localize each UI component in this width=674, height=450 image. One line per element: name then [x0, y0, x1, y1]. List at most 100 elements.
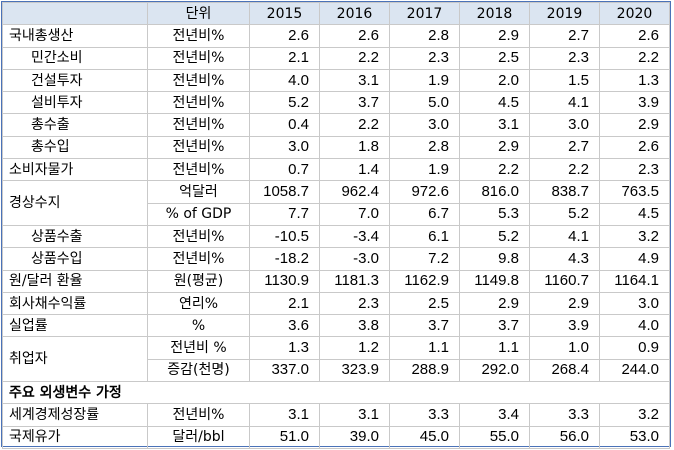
value-cell: 2.2 [459, 158, 530, 182]
table-row: 세계경제성장률 전년비% 3.1 3.1 3.3 3.4 3.3 3.2 [2, 403, 670, 427]
value-cell: 3.1 [249, 403, 320, 427]
year-header: 2015 [249, 1, 320, 26]
row-unit: % [147, 314, 250, 338]
value-cell: 763.5 [599, 180, 670, 204]
value-cell: 3.1 [319, 403, 390, 427]
value-cell: 4.3 [529, 247, 600, 271]
value-cell: 4.1 [529, 224, 600, 249]
value-cell: 2.2 [319, 113, 390, 137]
row-unit: 전년비% [147, 24, 250, 48]
value-cell: 7.0 [319, 202, 390, 226]
table-row: 소비자물가 전년비% 0.7 1.4 1.9 2.2 2.2 2.3 [2, 158, 670, 182]
value-cell: 3.9 [599, 91, 670, 115]
value-cell: 5.2 [529, 202, 600, 226]
value-cell: 3.0 [249, 135, 320, 160]
value-cell: 3.0 [599, 291, 670, 316]
table-row: 국제유가 달러/bbl 51.0 39.0 45.0 55.0 56.0 53.0 [2, 425, 670, 449]
value-cell: 3.2 [599, 224, 670, 249]
value-cell: 9.8 [459, 247, 530, 271]
value-cell: 288.9 [389, 358, 460, 383]
table-row: 원/달러 환율 원(평균) 1130.9 1181.3 1162.9 1149.8 1160… [2, 269, 670, 293]
value-cell: 2.7 [529, 135, 600, 160]
row-unit: 달러/bbl [147, 425, 250, 449]
value-cell: 2.2 [599, 46, 670, 70]
value-cell: 3.3 [389, 403, 460, 427]
row-unit: 전년비 % [147, 336, 250, 360]
value-cell: 3.2 [599, 403, 670, 427]
value-cell: 3.7 [459, 314, 530, 338]
year-header: 2016 [319, 1, 390, 26]
value-cell: 1058.7 [249, 180, 320, 204]
value-cell: 39.0 [319, 425, 390, 449]
value-cell: 4.0 [599, 314, 670, 338]
row-label: 취업자 [2, 336, 148, 383]
value-cell: 53.0 [599, 425, 670, 449]
table-row: 건설투자 전년비% 4.0 3.1 1.9 2.0 1.5 1.3 [2, 68, 670, 93]
value-cell: 2.9 [459, 24, 530, 48]
row-label: 상품수입 [2, 247, 148, 271]
value-cell: 0.4 [249, 113, 320, 137]
value-cell: 1.9 [389, 158, 460, 182]
row-label: 건설투자 [2, 68, 148, 93]
row-unit: 억달러 [147, 180, 250, 204]
value-cell: 337.0 [249, 358, 320, 383]
value-cell: 2.1 [249, 291, 320, 316]
table-row: 민간소비 전년비% 2.1 2.2 2.3 2.5 2.3 2.2 [2, 46, 670, 70]
value-cell: 2.3 [529, 46, 600, 70]
value-cell: 2.8 [389, 24, 460, 48]
value-cell: 2.6 [249, 24, 320, 48]
row-unit: 연리% [147, 291, 250, 316]
value-cell: 3.1 [319, 68, 390, 93]
value-cell: 1.3 [599, 68, 670, 93]
value-cell: 5.2 [459, 224, 530, 249]
value-cell: 5.2 [249, 91, 320, 115]
value-cell: 7.2 [389, 247, 460, 271]
value-cell: 816.0 [459, 180, 530, 204]
table-row: 취업자 전년비 % 1.3 1.2 1.1 1.1 1.0 0.9 [2, 336, 670, 383]
value-cell: 4.1 [529, 91, 600, 115]
row-label: 총수입 [2, 135, 148, 160]
table-row: % of GDP 7.7 7.0 6.7 5.3 5.2 4.5 [3, 202, 670, 226]
value-cell: 268.4 [529, 358, 600, 383]
table-row: 경상수지 억달러 1058.7 962.4 972.6 816.0 838.7 763.5 [2, 180, 670, 226]
value-cell: 7.7 [249, 202, 320, 226]
value-cell: 3.4 [459, 403, 530, 427]
value-cell: 1.5 [529, 68, 600, 93]
table-row: 상품수출 전년비% -10.5 -3.4 6.1 5.2 4.1 3.2 [2, 224, 670, 249]
value-cell: 1.4 [319, 158, 390, 182]
year-header: 2017 [389, 1, 460, 26]
value-cell: 2.9 [599, 113, 670, 137]
row-unit: 전년비% [147, 113, 250, 137]
row-label: 세계경제성장률 [2, 403, 148, 427]
row-label: 설비투자 [2, 91, 148, 115]
table-row: 증감(천명) 337.0 323.9 288.9 292.0 268.4 244.0 [3, 358, 670, 383]
value-cell: 4.5 [459, 91, 530, 115]
value-cell: 51.0 [249, 425, 320, 449]
corner-cell [2, 1, 148, 26]
table-row: 총수출 전년비% 0.4 2.2 3.0 3.1 3.0 2.9 [2, 113, 670, 137]
value-cell: 2.9 [459, 291, 530, 316]
table-row: 설비투자 전년비% 5.2 3.7 5.0 4.5 4.1 3.9 [2, 91, 670, 115]
value-cell: 2.2 [319, 46, 390, 70]
row-unit: 전년비% [147, 224, 250, 249]
value-cell: 1160.7 [529, 269, 600, 293]
year-header: 2018 [459, 1, 530, 26]
value-cell: 3.0 [529, 113, 600, 137]
value-cell: 3.7 [389, 314, 460, 338]
value-cell: 0.9 [599, 336, 670, 360]
value-cell: 1.3 [249, 336, 320, 360]
value-cell: 1.1 [389, 336, 460, 360]
value-cell: 6.7 [389, 202, 460, 226]
row-label: 원/달러 환율 [2, 269, 148, 293]
value-cell: 3.8 [319, 314, 390, 338]
header-row: 단위 2015 2016 2017 2018 2019 2020 [2, 1, 670, 26]
row-label: 상품수출 [2, 224, 148, 249]
value-cell: 0.7 [249, 158, 320, 182]
row-unit: 전년비% [147, 46, 250, 70]
unit-header: 단위 [147, 1, 250, 26]
value-cell: 4.0 [249, 68, 320, 93]
row-unit: 증감(천명) [147, 358, 250, 383]
table-row: 상품수입 전년비% -18.2 -3.0 7.2 9.8 4.3 4.9 [2, 247, 670, 271]
